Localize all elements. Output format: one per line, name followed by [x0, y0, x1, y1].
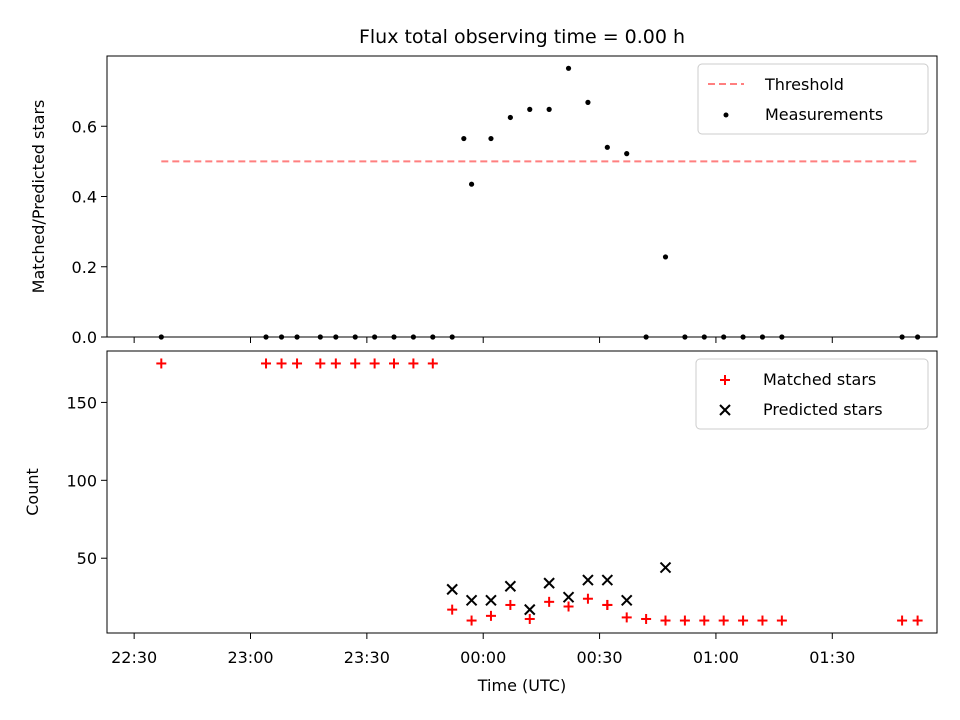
matched-star-point — [621, 612, 632, 623]
matched-star-point — [563, 601, 574, 612]
ratio-y-tick-label: 0.2 — [72, 258, 97, 277]
predicted-star-point — [562, 591, 575, 603]
matched-star-point — [602, 599, 613, 610]
matched-star-point — [485, 610, 496, 621]
count-panel: 50 100 150 22:30 23:00 23:30 00:00 00:30 01:00 0… — [23, 350, 938, 695]
predicted-star-point — [446, 583, 458, 596]
predicted-star-point — [524, 603, 536, 616]
matched-star-point — [156, 358, 167, 369]
matched-star-point — [466, 615, 477, 626]
predicted-star-point — [504, 580, 517, 592]
count-y-axis: 50 100 150 — [66, 393, 107, 568]
ratio-panel: Flux total observing time = 0.00 h 0.00.… — [29, 26, 938, 347]
matched-star-point — [276, 358, 287, 369]
measurement-point — [565, 65, 572, 71]
matched-star-point — [447, 604, 458, 615]
legend-threshold-label: Threshold — [764, 75, 844, 94]
matched-star-point — [292, 358, 303, 369]
predicted-star-point — [543, 577, 555, 589]
matched-star-point — [505, 599, 516, 610]
matched-star-point — [544, 596, 555, 607]
measurement-point — [527, 106, 533, 112]
ratio-y-axis-label: Matched/Predicted stars — [29, 100, 48, 294]
matched-star-point — [408, 358, 419, 369]
ratio-y-tick-label: 0.4 — [72, 188, 97, 207]
x-tick-label: 01:00 — [693, 648, 739, 667]
predicted-star-point — [465, 594, 478, 606]
count-plot-area — [156, 358, 923, 626]
x-tick-label: 22:30 — [111, 648, 157, 667]
count-y-axis-label: Count — [23, 468, 42, 516]
matched-star-point — [897, 615, 908, 626]
matched-star-point — [912, 615, 923, 626]
measurement-point — [624, 151, 630, 157]
matched-star-point — [582, 593, 593, 604]
predicted-star-point — [621, 594, 633, 606]
ratio-legend: Threshold Measurements — [697, 63, 929, 135]
legend-matched-label: Matched stars — [763, 370, 876, 389]
count-axes-frame — [106, 350, 938, 634]
measurement-point — [468, 181, 475, 187]
matched-star-point — [427, 358, 438, 369]
x-tick-label: 01:30 — [809, 648, 855, 667]
matched-star-point — [679, 615, 690, 626]
matched-star-point — [261, 358, 272, 369]
measurement-point — [546, 106, 552, 112]
measurement-point — [507, 114, 513, 121]
legend-measurements-swatch — [723, 112, 729, 118]
x-tick-label: 00:00 — [460, 648, 506, 667]
ratio-axes-frame — [106, 55, 938, 338]
measurement-point — [461, 135, 467, 142]
count-y-tick-label: 150 — [66, 393, 97, 412]
ratio-x-axis — [133, 337, 833, 343]
x-tick-label: 23:30 — [344, 648, 390, 667]
matched-star-point — [389, 358, 400, 369]
matched-star-point — [641, 613, 652, 624]
legend-x-marker — [719, 404, 731, 416]
predicted-star-point — [485, 594, 497, 606]
count-y-tick-label: 50 — [77, 549, 97, 568]
measurement-point — [662, 254, 669, 260]
matched-star-point — [776, 615, 787, 626]
count-legend: Matched stars Predicted stars — [695, 358, 929, 430]
matched-star-point — [524, 613, 535, 624]
count-legend-box — [695, 358, 929, 430]
x-tick-label: 00:30 — [577, 648, 623, 667]
predicted-star-point — [659, 561, 672, 574]
x-axis-label: Time (UTC) — [477, 676, 566, 695]
matched-star-point — [660, 615, 671, 626]
ratio-y-tick-label: 0.6 — [72, 117, 97, 136]
legend-predicted-swatch — [719, 404, 731, 416]
x-tick-label: 23:00 — [227, 648, 273, 667]
ratio-y-tick-label: 0.0 — [72, 328, 97, 347]
legend-matched-swatch — [720, 375, 730, 385]
matched-star-point — [718, 615, 729, 626]
legend-measurements-label: Measurements — [765, 105, 883, 124]
matched-star-point — [738, 615, 749, 626]
ratio-legend-box — [697, 63, 929, 135]
matched-star-point — [757, 615, 768, 626]
measurement-point — [604, 144, 610, 150]
predicted-star-point — [582, 574, 594, 586]
measurement-point — [585, 99, 591, 105]
matched-star-point — [350, 358, 361, 369]
matched-star-point — [315, 358, 326, 369]
matched-star-point — [330, 358, 341, 369]
ratio-y-axis: 0.0 0.2 0.4 0.6 — [72, 117, 107, 347]
count-x-axis: 22:30 23:00 23:30 00:00 00:30 01:00 01:30 — [111, 633, 855, 667]
matched-star-point — [699, 615, 710, 626]
matched-star-point — [369, 358, 380, 369]
legend-predicted-label: Predicted stars — [763, 400, 883, 419]
legend-plus-marker — [720, 375, 730, 385]
count-y-tick-label: 100 — [66, 471, 97, 490]
chart-title: Flux total observing time = 0.00 h — [359, 26, 685, 48]
measurement-point — [488, 135, 494, 142]
predicted-star-point — [601, 574, 614, 586]
